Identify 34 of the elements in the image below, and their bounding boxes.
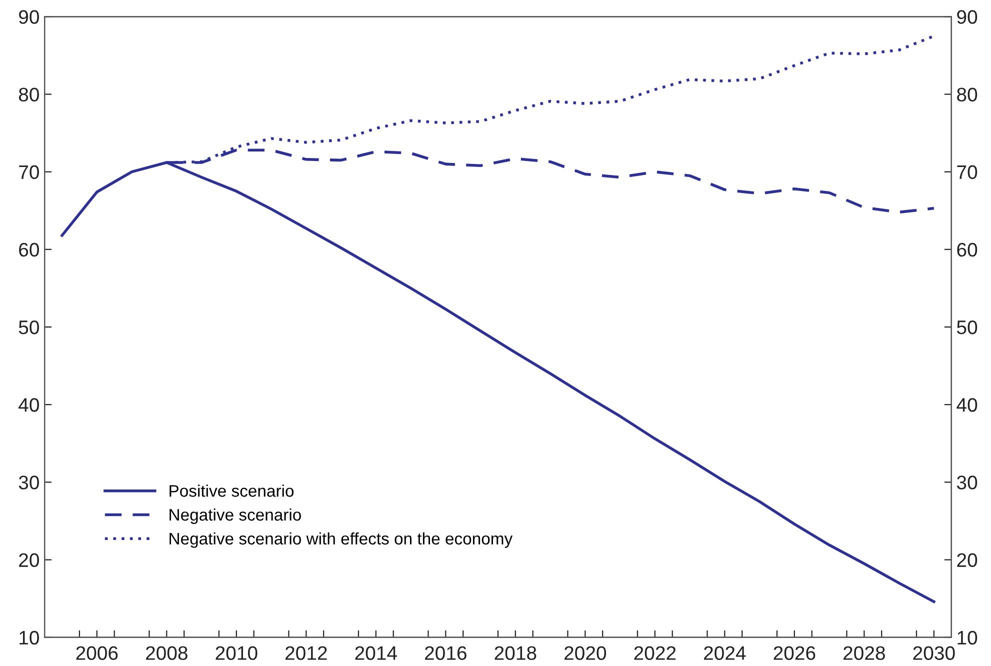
x-tick-label: 2020 (564, 646, 606, 660)
y2-tick-label: 80 (957, 88, 978, 102)
y2-tick-label: 40 (956, 398, 978, 412)
legend-label: Negative scenario with effects on the economy (170, 532, 513, 548)
x-tick-label: 2024 (704, 646, 746, 660)
x-tick-label: 2028 (844, 646, 885, 660)
y-tick-label: 80 (18, 88, 39, 102)
y-tick-label: 30 (18, 476, 39, 490)
x-tick-label: 2018 (494, 646, 536, 660)
x-tick-label: 2012 (286, 646, 327, 660)
legend-label: Positive scenario (170, 484, 294, 497)
y2-tick-label: 20 (957, 553, 978, 568)
x-tick-label: 2026 (774, 646, 816, 660)
x-tick-label: 2016 (425, 646, 466, 660)
y2-tick-label: 50 (957, 320, 978, 334)
x-tick-label: 2008 (146, 646, 188, 660)
x-tick-label: 2030 (913, 646, 955, 660)
y2-tick-label: 10 (958, 630, 978, 645)
y-tick-label: 70 (19, 165, 39, 180)
x-tick-label: 2006 (76, 646, 118, 660)
y-tick-label: 20 (19, 553, 39, 568)
x-tick-label: 2014 (355, 646, 397, 660)
legend-label: Negative scenario (170, 508, 301, 524)
x-tick-label: 2010 (216, 646, 258, 660)
y2-tick-label: 70 (957, 165, 978, 180)
y2-tick-label: 90 (957, 10, 978, 24)
y-tick-label: 60 (19, 242, 39, 257)
y2-tick-label: 30 (956, 476, 978, 490)
y-tick-label: 90 (19, 10, 39, 24)
y2-tick-label: 60 (957, 242, 978, 257)
x-tick-label: 2022 (634, 646, 676, 660)
y-tick-label: 10 (20, 630, 39, 645)
y-tick-label: 50 (18, 320, 39, 334)
y-tick-label: 40 (18, 398, 39, 412)
